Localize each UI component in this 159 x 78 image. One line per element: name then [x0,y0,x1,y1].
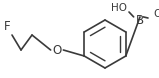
Text: O: O [52,44,62,56]
Text: HO: HO [111,3,127,13]
Text: F: F [4,20,10,33]
Text: B: B [136,13,144,27]
Text: OH: OH [153,9,159,19]
